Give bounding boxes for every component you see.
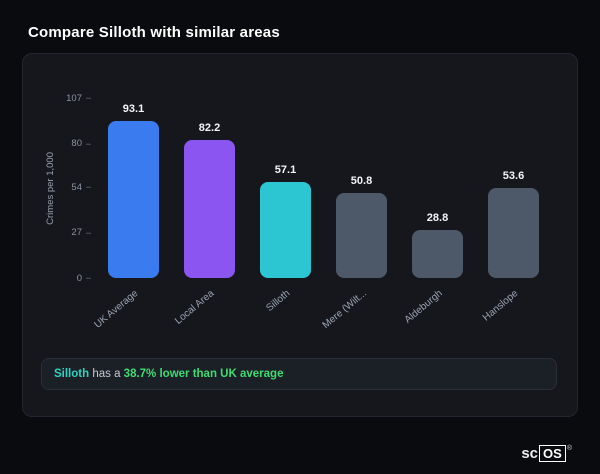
bar-value-label: 57.1 bbox=[274, 163, 297, 176]
bar-chart: Crimes per 1,000 0 27 54 80 107 93.1 UK Avera… bbox=[45, 93, 559, 331]
y-tick-mark bbox=[86, 278, 91, 279]
comparison-highlight: 38.7% lower than UK average bbox=[123, 368, 284, 380]
y-axis: 0 27 54 80 107 bbox=[58, 93, 94, 282]
y-axis-title-box: Crimes per 1,000 bbox=[45, 98, 56, 278]
plot-area: 93.1 UK Average 82.2 Local Area 57.1 Silloth 5… bbox=[93, 98, 539, 331]
comparison-note: Silloth has a 38.7% lower than UK averag… bbox=[41, 358, 557, 390]
bar-value-label: 50.8 bbox=[350, 174, 373, 187]
bar-value-label: 93.1 bbox=[122, 103, 145, 116]
bar-group: 82.2 Local Area bbox=[173, 121, 235, 327]
logo-text-os-box: OS bbox=[539, 445, 566, 462]
y-tick-label: 80 bbox=[71, 139, 91, 149]
chart-card: Crimes per 1,000 0 27 54 80 107 93.1 UK Avera… bbox=[22, 53, 578, 417]
bar-group: 50.8 Mere (Wilt... bbox=[320, 174, 387, 331]
scos-logo: sc OS ® bbox=[521, 445, 572, 462]
y-tick-mark bbox=[86, 232, 91, 234]
bar-group: 57.1 Silloth bbox=[260, 163, 311, 314]
page-title: Compare Silloth with similar areas bbox=[28, 24, 280, 41]
bar-group: 53.6 Hanslope bbox=[481, 169, 539, 324]
bar-group: 28.8 Aldeburgh bbox=[403, 211, 463, 326]
comparison-middle-text: has a bbox=[89, 368, 124, 380]
bar-value-label: 53.6 bbox=[502, 169, 525, 182]
registered-trademark-icon: ® bbox=[566, 445, 572, 452]
bar[interactable] bbox=[488, 187, 539, 278]
y-tick-label: 27 bbox=[71, 228, 91, 238]
y-tick-label: 0 bbox=[77, 273, 91, 283]
y-tick-label: 107 bbox=[66, 93, 91, 103]
y-tick-label: 54 bbox=[71, 182, 91, 192]
bar[interactable] bbox=[412, 229, 463, 278]
bar[interactable] bbox=[108, 121, 159, 278]
logo-text-sc: sc bbox=[521, 445, 539, 462]
y-tick-mark bbox=[86, 187, 91, 189]
bar[interactable] bbox=[260, 181, 311, 278]
bar-value-label: 82.2 bbox=[198, 121, 221, 134]
comparison-subject: Silloth bbox=[54, 368, 90, 380]
bar[interactable] bbox=[184, 139, 235, 278]
bar-value-label: 28.8 bbox=[426, 211, 449, 224]
y-axis-title: Crimes per 1,000 bbox=[45, 151, 56, 225]
y-tick-mark bbox=[86, 98, 91, 99]
y-tick-mark bbox=[86, 143, 91, 145]
bar[interactable] bbox=[336, 192, 387, 278]
bar-group: 93.1 UK Average bbox=[93, 103, 159, 331]
